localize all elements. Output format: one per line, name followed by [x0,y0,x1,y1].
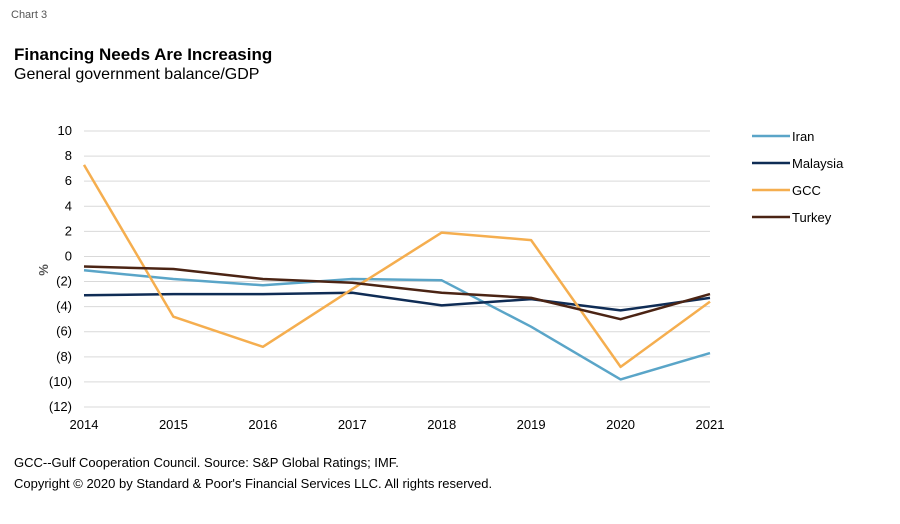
series-line-iran [83,269,711,381]
y-axis-label: % [36,264,51,276]
x-tick-label: 2017 [338,417,367,432]
y-tick-label: 2 [65,223,72,238]
chart-subtitle: General government balance/GDP [14,66,260,83]
y-tick-label: (6) [56,324,72,339]
series-lines [82,164,711,381]
x-tick-label: 2018 [427,417,456,432]
legend-label-malaysia: Malaysia [792,156,844,171]
legend: Iran Malaysia GCC Turkey [752,129,844,225]
x-tick-label: 2016 [248,417,277,432]
x-tick-label: 2021 [696,417,725,432]
chart-title: Financing Needs Are Increasing [14,45,273,64]
y-tick-label: 6 [65,173,72,188]
x-tick-label: 2019 [517,417,546,432]
series-line-turkey [83,265,711,321]
x-tick-label: 2020 [606,417,635,432]
source-note: GCC--Gulf Cooperation Council. Source: S… [14,455,399,470]
y-tick-label: 0 [65,248,72,263]
copyright-note: Copyright © 2020 by Standard & Poor's Fi… [14,476,493,491]
y-tick-label: (2) [56,274,72,289]
legend-label-gcc: GCC [792,183,821,198]
x-axis-ticks: 2014 2015 2016 2017 2018 2019 2020 2021 [70,417,725,432]
series-line-gcc [82,164,711,369]
y-tick-label: (4) [56,299,72,314]
x-tick-label: 2015 [159,417,188,432]
y-tick-label: 8 [65,148,72,163]
y-tick-label: 10 [58,123,72,138]
x-tick-label: 2014 [70,417,99,432]
chart-label: Chart 3 [11,9,48,21]
y-tick-label: (8) [56,349,72,364]
legend-label-iran: Iran [792,129,814,144]
gridlines [84,130,710,408]
y-axis-ticks: 10 8 6 4 2 0 (2) (4) (6) (8) (10) (12) [49,123,72,414]
series-line-malaysia [83,291,711,312]
legend-label-turkey: Turkey [792,210,832,225]
y-tick-label: 4 [65,198,72,213]
y-tick-label: (10) [49,374,72,389]
y-tick-label: (12) [49,399,72,414]
